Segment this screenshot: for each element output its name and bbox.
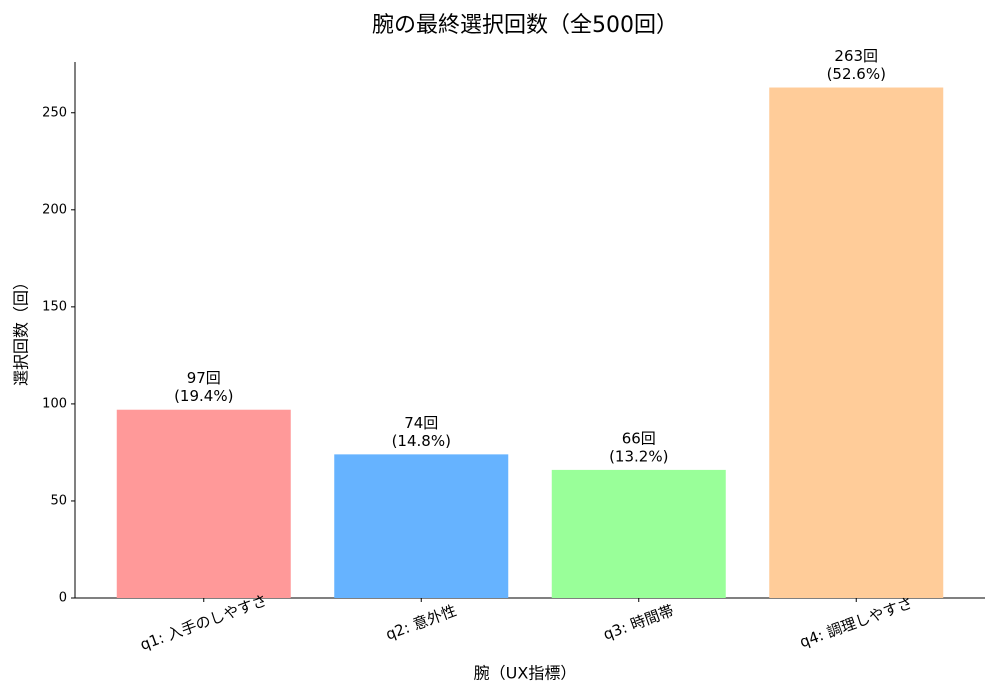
y-tick-label: 0 bbox=[59, 591, 67, 606]
chart-title: 腕の最終選択回数（全500回） bbox=[372, 13, 678, 38]
value-label: 97回 bbox=[187, 369, 221, 387]
y-axis-title: 選択回数（回） bbox=[12, 274, 31, 386]
percent-label: (13.2%) bbox=[609, 447, 668, 465]
x-axis-title: 腕（UX指標） bbox=[474, 664, 577, 683]
percent-label: (52.6%) bbox=[827, 65, 886, 83]
y-tick-label: 150 bbox=[42, 299, 67, 314]
value-label: 263回 bbox=[834, 47, 878, 65]
bar bbox=[334, 454, 509, 598]
x-tick-label: q3: 時間帯 bbox=[601, 601, 677, 643]
y-tick-label: 200 bbox=[42, 202, 67, 217]
y-tick-label: 250 bbox=[42, 105, 67, 120]
x-tick-label: q4: 調理しやすさ bbox=[797, 594, 915, 652]
y-tick-label: 100 bbox=[42, 396, 67, 411]
bar bbox=[769, 87, 944, 599]
percent-label: (19.4%) bbox=[174, 387, 233, 405]
bar bbox=[116, 409, 291, 598]
y-tick-label: 50 bbox=[50, 493, 67, 508]
percent-label: (14.8%) bbox=[392, 432, 451, 450]
value-label: 66回 bbox=[622, 429, 656, 447]
bar bbox=[551, 469, 726, 598]
x-tick-label: q2: 意外性 bbox=[383, 601, 459, 643]
value-label: 74回 bbox=[404, 414, 438, 432]
